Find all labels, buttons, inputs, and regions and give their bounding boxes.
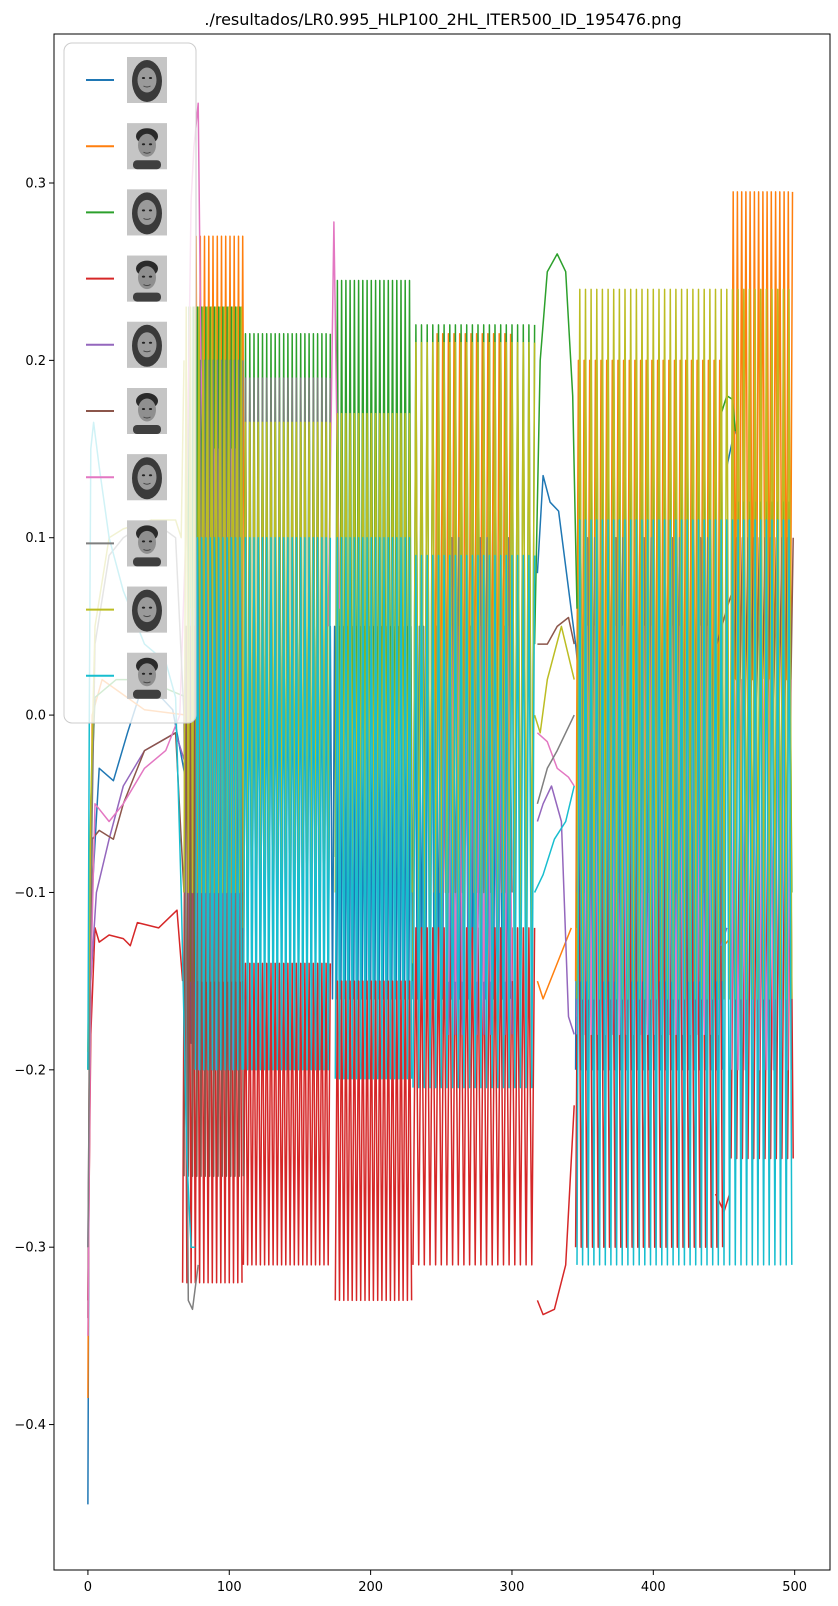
face-woman-icon [127, 586, 167, 633]
legend-item [86, 189, 167, 236]
legend [63, 42, 197, 724]
face-man-icon [127, 255, 167, 302]
face-woman-icon [127, 189, 167, 236]
x-tick-label: 300 [500, 1580, 525, 1595]
y-tick-label: −0.2 [14, 1063, 46, 1078]
y-axis: −0.4 −0.3 −0.2 −0.1 0.0 0.1 0.2 0.3 [14, 176, 54, 1433]
legend-item [86, 520, 167, 567]
x-tick-label: 200 [358, 1580, 383, 1595]
legend-item [86, 321, 167, 368]
face-man-icon [127, 652, 167, 699]
face-man-icon [127, 520, 167, 567]
y-tick-label: 0.3 [25, 176, 46, 191]
x-tick-label: 500 [782, 1580, 807, 1595]
legend-item [86, 388, 167, 434]
chart-title: ./resultados/LR0.995_HLP100_2HL_ITER500_… [204, 10, 681, 30]
legend-item [86, 652, 167, 699]
legend-item [86, 255, 167, 302]
face-man-icon [127, 123, 167, 170]
legend-item [86, 454, 167, 501]
x-tick-label: 400 [641, 1580, 666, 1595]
y-tick-label: 0.1 [25, 531, 46, 546]
legend-item [86, 586, 167, 633]
y-tick-label: −0.4 [14, 1418, 46, 1433]
face-woman-icon [127, 454, 167, 501]
face-man-icon [127, 388, 167, 434]
x-axis: 0 100 200 300 400 500 [84, 1570, 807, 1595]
axes-frame [53, 33, 831, 1571]
y-tick-label: 0.0 [25, 709, 46, 724]
x-tick-label: 100 [217, 1580, 242, 1595]
legend-item [86, 57, 167, 103]
y-tick-label: 0.2 [25, 354, 46, 369]
x-tick-label: 0 [84, 1580, 92, 1595]
legend-item [86, 123, 167, 170]
y-tick-label: −0.3 [14, 1241, 46, 1256]
face-woman-icon [127, 57, 167, 103]
y-tick-label: −0.1 [14, 886, 46, 901]
face-woman-icon [127, 321, 167, 368]
